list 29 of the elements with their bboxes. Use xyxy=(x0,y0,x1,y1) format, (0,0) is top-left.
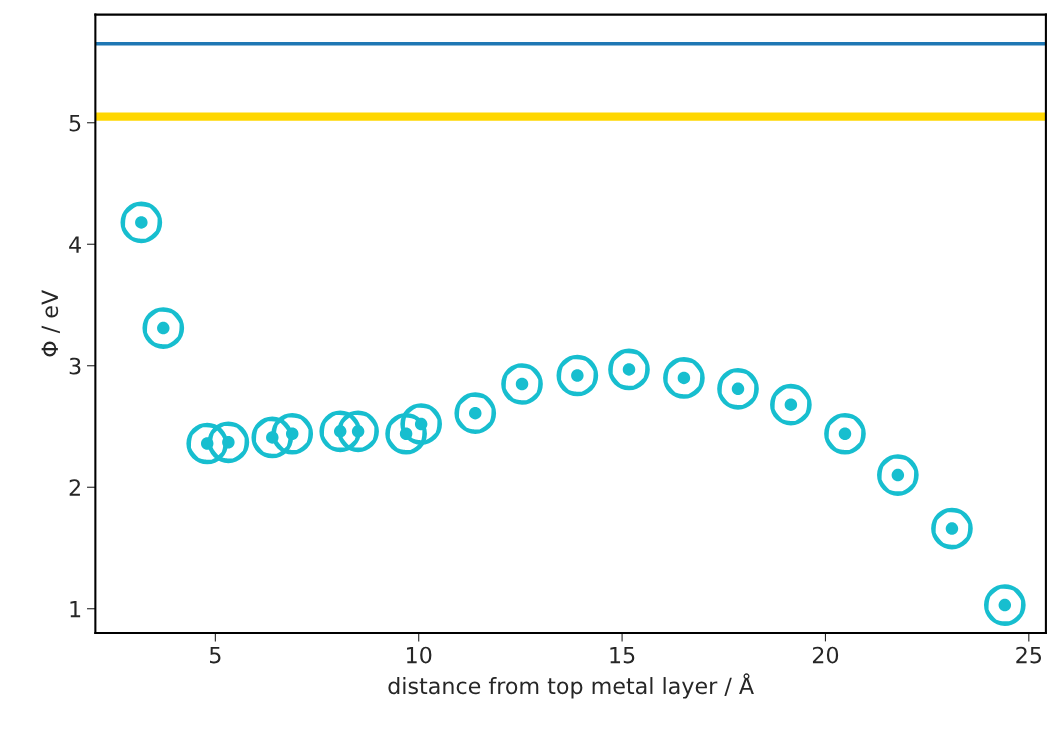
point xyxy=(608,348,650,391)
point xyxy=(142,307,185,349)
point xyxy=(400,403,442,445)
point xyxy=(271,412,314,455)
point xyxy=(931,507,973,550)
y-tick-label: 2 xyxy=(69,479,80,496)
point xyxy=(501,363,543,405)
point xyxy=(556,354,599,397)
y-tick-label: 1 xyxy=(70,600,81,618)
point xyxy=(770,383,812,426)
point xyxy=(983,584,1026,626)
x-axis-title: distance from top metal layer / Å xyxy=(388,673,754,699)
x-tick-label: 10 xyxy=(407,646,432,664)
point xyxy=(877,454,919,496)
x-tick-label: 5 xyxy=(210,646,221,664)
point xyxy=(454,392,497,434)
point xyxy=(207,421,250,464)
point xyxy=(824,412,866,455)
point xyxy=(337,410,379,453)
y-tick-label: 5 xyxy=(69,114,81,132)
y-tick-label: 4 xyxy=(69,236,81,253)
point xyxy=(120,201,163,244)
x-tick-label: 15 xyxy=(610,646,635,664)
y-tick-label: 3 xyxy=(69,357,81,375)
x-tick-label: 25 xyxy=(1016,646,1042,664)
point xyxy=(663,357,705,399)
x-tick-label: 20 xyxy=(812,646,839,664)
y-axis-title: Φ / eV xyxy=(41,290,60,357)
point xyxy=(717,368,759,410)
